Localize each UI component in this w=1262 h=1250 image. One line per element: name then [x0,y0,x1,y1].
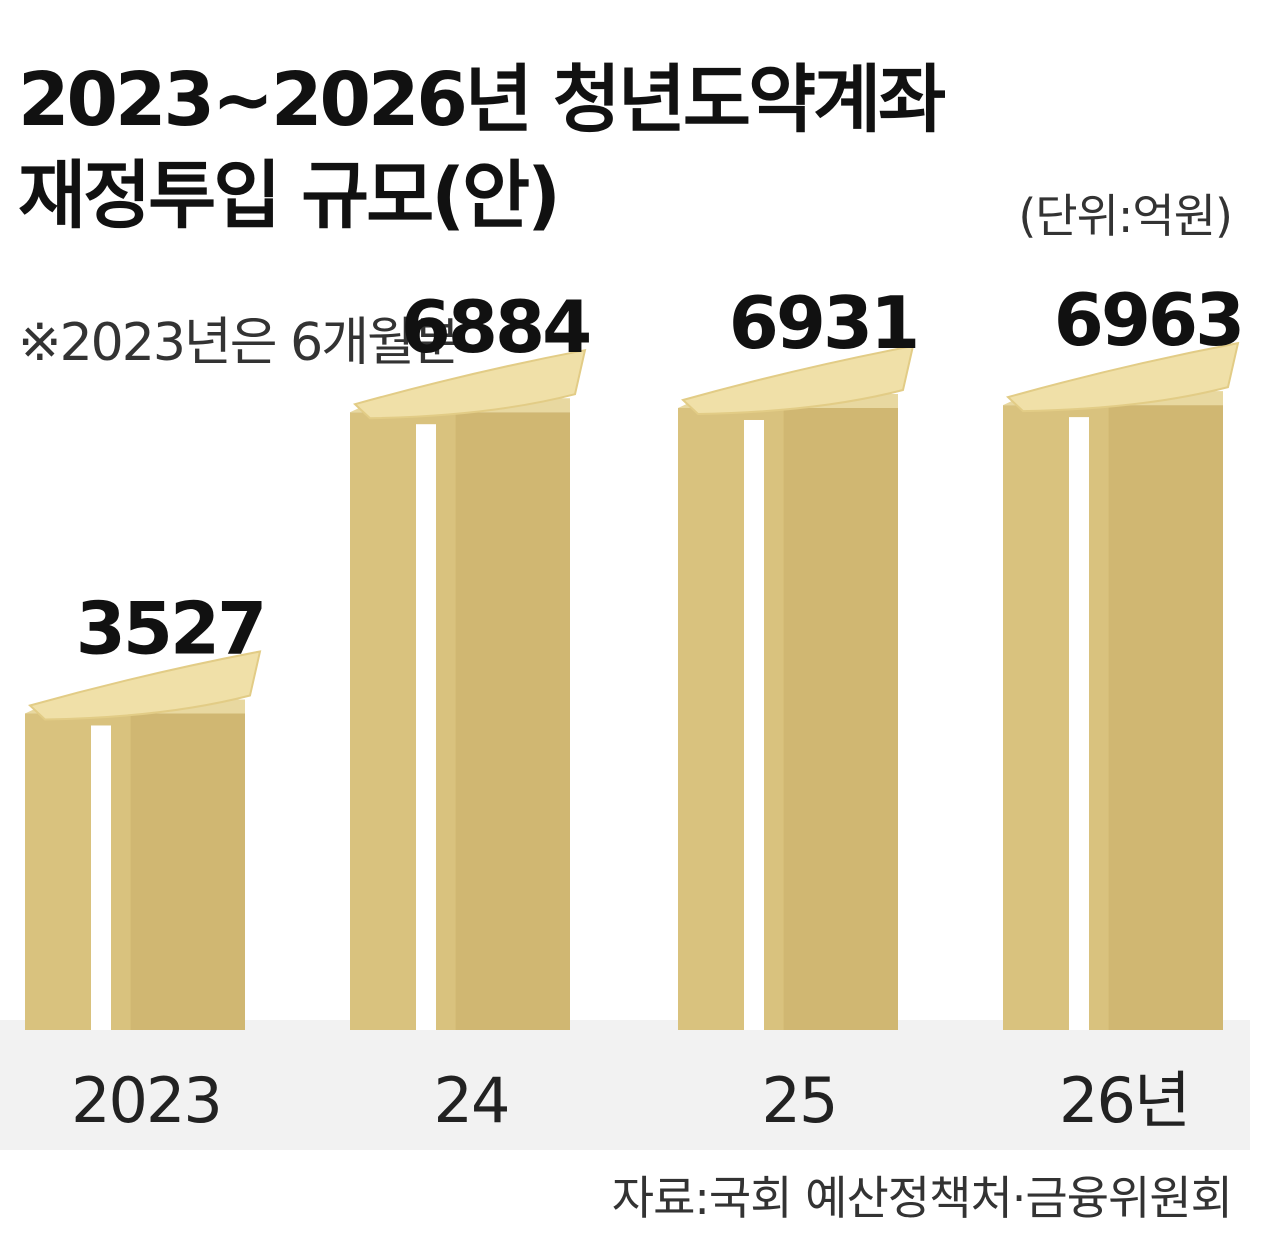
bill-stack-2023 [28,650,262,721]
category-label-2023: 2023 [71,1064,221,1137]
bar-ribbon-25 [744,419,764,1030]
value-label-2023: 3527 [76,586,264,670]
category-label-25: 25 [762,1064,837,1137]
bar-25 [678,344,915,1030]
bar-shade-24 [455,412,570,1030]
bar-26년 [1003,341,1240,1031]
labels-group: 3527 2023 6884 24 6931 25 6963 26년 [71,278,1245,1137]
bar-shade-26년 [1108,405,1223,1031]
bar-ribbon-2023 [91,725,111,1030]
bill-stack-26년 [1006,341,1240,413]
bar-ribbon-26년 [1069,417,1089,1031]
bill-stack-25 [681,344,915,415]
category-label-24: 24 [434,1064,509,1137]
category-label-26년: 26년 [1059,1064,1189,1137]
bars-group [25,341,1240,1031]
bill-stack-24 [353,348,587,420]
bar-24 [350,348,587,1030]
value-label-26년: 6963 [1054,278,1242,362]
chart-title-line-1: 2023~2026년 청년도약계좌 [18,57,946,143]
bar-ribbon-24 [416,424,436,1030]
chart-title: 2023~2026년 청년도약계좌 재정투입 규모(안) [18,52,946,244]
footnote: ※2023년은 6개월분 [18,313,461,373]
floor-band [0,1020,1250,1150]
chart-title-line-2: 재정투입 규모(안) [18,153,561,239]
bar-2023 [25,650,262,1030]
source-note: 자료:국회 예산정책처·금융위원회 [611,1171,1233,1225]
bar-shade-2023 [130,713,245,1030]
bar-shade-25 [783,407,898,1030]
unit-label: (단위:억원) [1018,189,1233,243]
value-label-24: 6884 [401,285,589,369]
value-label-25: 6931 [729,281,917,365]
